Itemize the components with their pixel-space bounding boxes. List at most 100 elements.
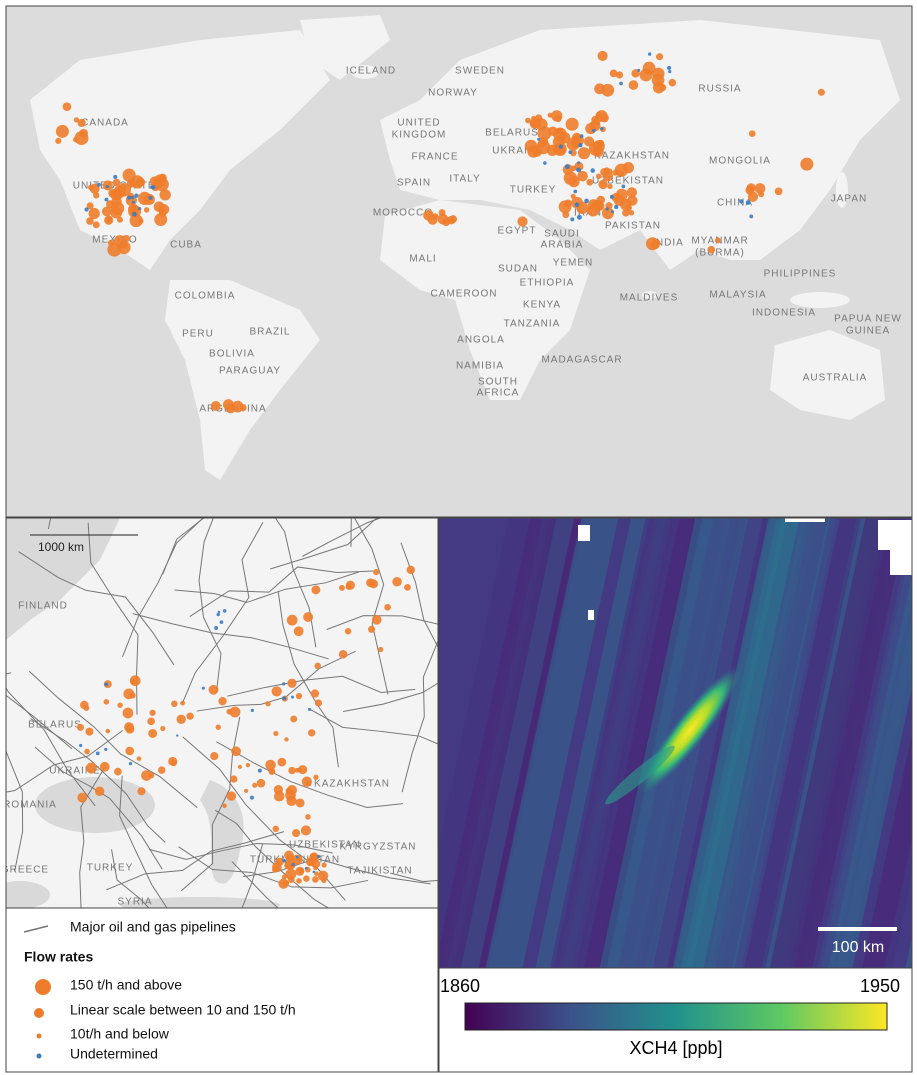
emission-source [147,717,155,726]
country-label: BRAZIL [249,327,290,338]
emission-source [76,723,84,731]
emission-source [593,118,601,126]
xch4-streak [439,518,559,968]
emission-source [308,729,316,737]
xch4-streak [811,518,912,968]
emission-source [103,699,110,705]
pipeline [6,730,123,793]
emission-source [317,870,329,881]
legend-label: 150 t/h and above [70,977,182,993]
emission-source [305,814,311,820]
emission-source [73,117,80,123]
pipeline [353,518,389,695]
undetermined-source [637,68,641,72]
undetermined-source [95,751,100,756]
emission-source [600,168,609,177]
legend-icon [34,1008,44,1018]
emission-source [556,127,564,135]
undetermined-source [619,81,623,86]
emission-source [295,692,303,700]
emission-source [85,762,97,774]
pipeline [18,551,175,666]
country-label: CHINA [717,198,753,209]
undetermined-source [543,161,547,165]
country-label: ITALY [449,174,480,185]
emission-source [158,766,166,774]
legend-icon [36,1053,42,1059]
undetermined-source [104,197,109,202]
emission-source [160,725,166,732]
undetermined-source [576,167,582,173]
emission-source [87,184,94,191]
country-label: IRAN [574,208,602,219]
country-label: KENYA [523,300,561,311]
undetermined-source [257,768,262,773]
emission-source [817,88,825,96]
country-label: SYRIA [117,897,152,908]
emission-source [309,852,319,862]
country-label: FRANCE [411,152,458,163]
undetermined-source [290,695,295,699]
emission-source [311,585,321,595]
country-label: ETHIOPIA [520,278,575,289]
emission-source [290,715,298,723]
country-label: NORWAY [428,88,478,99]
undetermined-source [216,612,220,617]
pipeline [162,518,205,575]
undetermined-source [667,65,672,70]
country-label: TURKEY [87,863,134,874]
country-label: ARABIA [541,240,584,251]
country-label: RUSSIA [698,84,741,95]
country-label: TURKEY [510,185,557,196]
emission-source [86,202,94,210]
emission-source [747,191,759,202]
emission-source [231,746,241,757]
undetermined-source [576,214,582,220]
country-label: SAUDI [544,229,580,240]
emission-source [564,199,573,208]
emission-source [578,147,591,160]
undetermined-source [104,747,108,751]
emission-source [277,757,287,767]
undetermined-source [600,126,604,131]
emission-source [269,770,274,775]
country-label: MOROCCO [373,208,433,219]
country-label: KINGDOM [392,130,447,141]
undetermined-source [647,52,652,56]
pipeline [6,749,24,872]
emission-source [748,130,756,137]
emission-source [373,569,380,576]
pipeline [401,638,438,793]
country-label: MALI [409,254,436,265]
emission-source [137,787,146,796]
emission-source [210,401,221,411]
undetermined-source [282,859,286,863]
emission-source [611,192,621,202]
emission-source [301,776,312,787]
country-label: AUSTRALIA [803,373,868,384]
emission-source [612,169,619,176]
country-label: CANADA [81,118,129,129]
pipeline [308,708,438,745]
pipeline [302,518,382,557]
emission-source [295,798,305,808]
pipeline [198,518,222,693]
emission-source [754,183,766,194]
emission-source [562,211,570,219]
undetermined-source [128,761,133,766]
undetermined-source [201,686,205,690]
pipeline [178,846,369,889]
pipeline [277,590,339,768]
pipeline [30,718,166,843]
colorbar-max: 1950 [860,976,900,996]
emission-source [714,237,721,244]
pipeline [390,872,438,883]
emission-source [230,775,238,783]
emission-source [252,782,258,788]
undetermined-source [574,202,580,207]
undetermined-source [304,866,308,870]
emission-source [244,788,249,793]
emission-source [607,183,613,190]
emission-source [271,686,282,697]
